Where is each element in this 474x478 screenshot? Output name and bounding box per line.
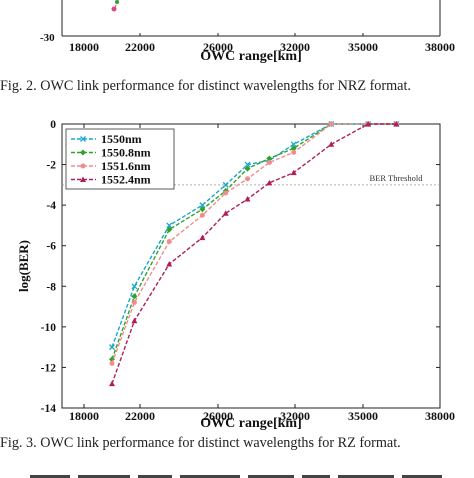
data-point-marker xyxy=(290,169,297,176)
figure-3-chart: BER Threshold 0 -2 -4 -6 -8 -10 -12 -14 18000 22… xyxy=(16,119,455,431)
legend-label: 1552.4nm xyxy=(101,173,151,187)
data-point-marker xyxy=(290,141,297,148)
fig2-xtick-label: 22000 xyxy=(125,40,155,54)
figure-3-caption: Fig. 3. OWC link performance for distinc… xyxy=(0,435,401,451)
data-point-marker xyxy=(328,121,334,127)
y-tick-label: -8 xyxy=(46,281,56,293)
data-point-marker xyxy=(222,210,229,216)
fig2-ytick-bottom: -30 xyxy=(40,32,55,44)
legend-label: 1551.6nm xyxy=(101,159,151,173)
data-point-marker xyxy=(166,239,172,245)
data-point-marker xyxy=(290,145,297,152)
y-tick-label: -2 xyxy=(46,160,56,172)
x-tick-label: 35000 xyxy=(348,409,378,423)
data-point-marker xyxy=(266,155,273,162)
fig2-xtick-label: 26000 xyxy=(203,40,233,54)
y-tick-label: -4 xyxy=(46,200,56,212)
figure-2-caption: Fig. 2. OWC link performance for distinc… xyxy=(0,78,411,94)
ber-threshold-label: BER Threshold xyxy=(370,173,424,183)
data-point-marker xyxy=(244,161,251,168)
data-point-marker xyxy=(266,179,273,186)
y-axis-label: log(BER) xyxy=(16,240,31,292)
fig2-xtick-label: 32000 xyxy=(280,40,310,54)
y-tick-label: -12 xyxy=(41,362,57,374)
fig2-xtick-label: 38000 xyxy=(425,40,455,54)
data-point-marker xyxy=(109,344,115,351)
y-tick-label: -14 xyxy=(41,403,57,415)
data-point-marker xyxy=(199,202,206,209)
data-point-marker xyxy=(131,293,138,300)
plot-frame xyxy=(61,123,441,409)
legend-label: 1550nm xyxy=(101,132,142,146)
data-point-marker xyxy=(291,149,297,155)
data-point-marker xyxy=(365,121,372,127)
fig2-xtick-labels: 18000 22000 26000 32000 35000 38000 xyxy=(69,40,455,54)
x-tick-label: 26000 xyxy=(203,409,233,423)
y-tick-label: -10 xyxy=(41,322,57,334)
data-point-marker xyxy=(80,149,86,156)
data-point-marker xyxy=(199,206,206,213)
x-tick-label: 32000 xyxy=(280,409,310,423)
fig2-marker-fragment xyxy=(111,6,117,12)
data-point-marker xyxy=(131,283,138,290)
y-tick-labels: 0 -2 -4 -6 -8 -10 -12 -14 xyxy=(41,119,440,415)
data-point-marker xyxy=(244,165,251,172)
data-point-marker xyxy=(80,176,86,182)
data-point-marker xyxy=(199,234,206,241)
fig2-xtick-label: 18000 xyxy=(69,40,99,54)
data-point-marker xyxy=(109,360,115,366)
data-point-marker xyxy=(223,190,229,196)
data-point-marker xyxy=(393,121,400,127)
data-point-marker xyxy=(80,163,86,169)
data-point-marker xyxy=(166,226,173,233)
series-1552.4nm xyxy=(109,121,400,387)
data-point-marker xyxy=(222,181,229,188)
figure-2-partial: -30 18000 22000 26000 32000 35000 38000 OWC r… xyxy=(40,0,455,64)
data-point-marker xyxy=(199,212,205,218)
x-tick-label: 38000 xyxy=(425,409,455,423)
x-axis-label: OWC range[km] xyxy=(200,416,302,431)
data-point-marker xyxy=(80,136,86,142)
y-tick-label: 0 xyxy=(50,119,56,131)
data-point-marker xyxy=(131,300,137,306)
fig2-ticks xyxy=(139,33,364,36)
data-point-marker xyxy=(328,141,335,147)
data-point-marker xyxy=(266,160,272,166)
y-tick-label: -6 xyxy=(46,241,56,253)
x-tick-label: 22000 xyxy=(125,409,155,423)
legend-label: 1550.8nm xyxy=(101,146,151,160)
data-point-marker xyxy=(244,196,251,202)
cut-off-text-line xyxy=(0,466,474,478)
data-point-marker xyxy=(109,380,115,387)
data-point-marker xyxy=(131,317,138,324)
fig2-marker-fragment xyxy=(115,0,119,4)
fig2-xlabel: OWC range[km] xyxy=(200,49,302,64)
series-layer xyxy=(109,121,400,387)
data-point-marker xyxy=(166,260,173,267)
data-point-marker xyxy=(245,176,251,182)
x-tick-label: 18000 xyxy=(69,409,99,423)
fig2-xtick-label: 35000 xyxy=(348,40,378,54)
x-tick-labels: 18000 22000 26000 32000 35000 38000 xyxy=(69,124,455,423)
data-point-marker xyxy=(166,222,173,229)
